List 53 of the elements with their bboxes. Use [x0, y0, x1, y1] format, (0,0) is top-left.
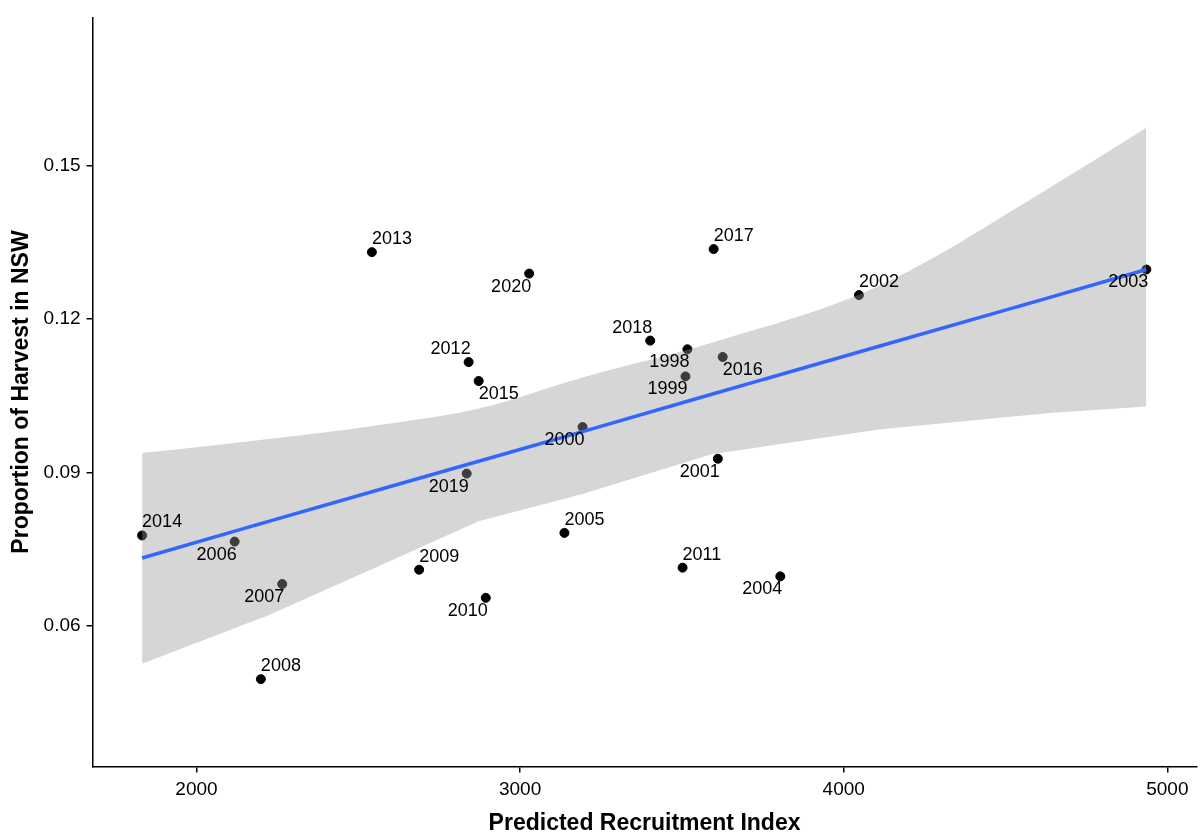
- point: [853, 290, 864, 301]
- y-tick-label: 0.06: [43, 614, 81, 636]
- point: [682, 344, 693, 355]
- annotation: 2014: [142, 511, 183, 532]
- annotation: 2007: [244, 586, 285, 606]
- point: [414, 564, 425, 575]
- annotation: 2008: [260, 655, 301, 676]
- annotation: 2017: [713, 225, 754, 246]
- point: [463, 357, 474, 368]
- annotation: 2018: [612, 316, 653, 337]
- annotation: 2012: [430, 338, 471, 359]
- annotation: 2016: [722, 358, 763, 379]
- point: [480, 592, 491, 603]
- annotation: 2009: [419, 545, 460, 566]
- annotation: 2006: [196, 543, 237, 564]
- point: [717, 351, 728, 362]
- x-tick-label: 2000: [175, 778, 218, 800]
- annotation: 1999: [647, 378, 688, 399]
- point: [137, 530, 148, 541]
- point: [366, 247, 377, 258]
- annotation: 2003: [1108, 271, 1149, 292]
- point: [461, 468, 472, 479]
- annotation: 2015: [478, 382, 519, 403]
- x-tick-label: 3000: [498, 778, 542, 800]
- point: [645, 335, 656, 346]
- annotation: 2010: [447, 599, 488, 620]
- point: [712, 453, 723, 464]
- x-tick-label: 5000: [1146, 778, 1189, 800]
- annotation: 2013: [371, 228, 412, 249]
- annotation: 2005: [564, 508, 605, 529]
- point: [229, 536, 240, 547]
- annotation: 2011: [682, 543, 722, 564]
- annotation: 2004: [742, 578, 783, 599]
- annotation: 2020: [491, 275, 532, 296]
- y-tick-label: 0.09: [43, 460, 81, 482]
- point: [473, 376, 484, 387]
- point: [775, 571, 786, 582]
- point: [524, 268, 535, 279]
- y-tick-label: 0.12: [43, 307, 81, 329]
- point: [680, 371, 691, 382]
- y-axis-title: Proportion of Harvest in NSW: [7, 230, 34, 554]
- y-tick-label: 0.15: [43, 153, 81, 175]
- x-tick-label: 4000: [822, 778, 865, 800]
- point: [255, 674, 266, 685]
- annotation: 2001: [679, 460, 720, 481]
- point: [559, 527, 570, 538]
- annotation: 2019: [428, 475, 469, 496]
- point: [708, 244, 719, 255]
- x-axis-title: Predicted Recruitment Index: [488, 808, 801, 835]
- annotation: 1998: [649, 351, 690, 372]
- annotation: 2002: [858, 271, 899, 292]
- point: [277, 579, 288, 590]
- point: [677, 562, 688, 573]
